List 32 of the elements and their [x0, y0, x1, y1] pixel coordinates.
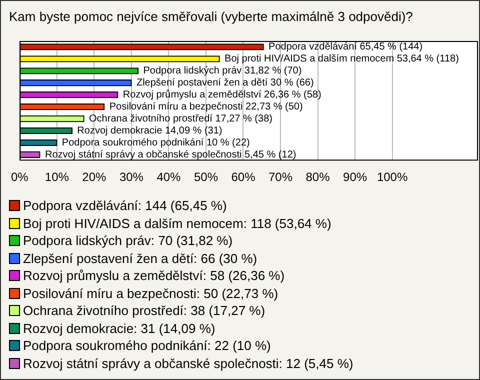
category-label: Rozvoj průmyslu a zemědělství 26,36 % (58) [122, 90, 322, 101]
x-tick-label: 70% [268, 170, 293, 184]
x-tick-label: 20% [82, 170, 107, 184]
category-label: Boj proti HIV/AIDS a dalším nemocem 53,64 % (118) [224, 54, 459, 65]
category-label: Rozvoj státní správy a občanské společnosti 5,45 % (12) [44, 149, 296, 160]
x-tick-label: 90% [343, 170, 368, 184]
text: Podpora vzdělávání: 144 (65,45 %) [22, 197, 228, 214]
text: Rozvoj státní správy a občanské společnosti: 12 (5,45 %) [22, 354, 354, 372]
category-label: Podpora vzdělávání 65,45 % (144) [268, 42, 423, 53]
x-tick-label: 10% [44, 170, 70, 184]
category-label: Posilování míru a bezpečnosti 22,73 % (50) [109, 102, 303, 113]
text: Podpora soukromého podnikání: 22 (10 %) [22, 337, 272, 354]
category-label: Podpora lidských práv 31,82 % (70) [143, 66, 302, 77]
x-tick-label: 40% [156, 170, 182, 184]
text: Podpora lidských práv: 70 (31,82 %) [22, 232, 234, 250]
text: Ochrana životního prostředí: 38 (17,27 %) [22, 302, 266, 320]
category-label: Rozvoj demokracie 14,09 % (31) [77, 125, 222, 136]
x-tick-label: 80% [306, 170, 330, 184]
chart-title: Kam byste pomoc nejvíce směřovali (vyberte maximálně 3 odpovědi)? [9, 9, 413, 24]
category-label: Ochrana životního prostředí 17,27 % (38) [89, 113, 272, 124]
text: Zlepšení postavení žen a dětí: 66 (30 %) [22, 250, 258, 267]
x-tick-label: 60% [231, 170, 256, 184]
text: Rozvoj průmyslu a zemědělství: 58 (26,36 %) [22, 267, 286, 284]
text: Boj proti HIV/AIDS a dalším nemocem: 118 (53,64 %) [22, 214, 332, 232]
x-tick-label: 0% [11, 170, 29, 184]
text: Rozvoj demokracie: 31 (14,09 %) [22, 320, 216, 337]
x-tick-label: 50% [194, 170, 218, 184]
category-label: Zlepšení postavení žen a dětí 30 % (66) [136, 78, 314, 89]
x-tick-label: 100% [376, 170, 408, 184]
category-label: Podpora soukromého podnikání 10 % (22) [62, 137, 250, 148]
text: Posilování míru a bezpečnosti: 50 (22,73 %) [22, 284, 280, 302]
x-tick-label: 30% [119, 170, 144, 184]
